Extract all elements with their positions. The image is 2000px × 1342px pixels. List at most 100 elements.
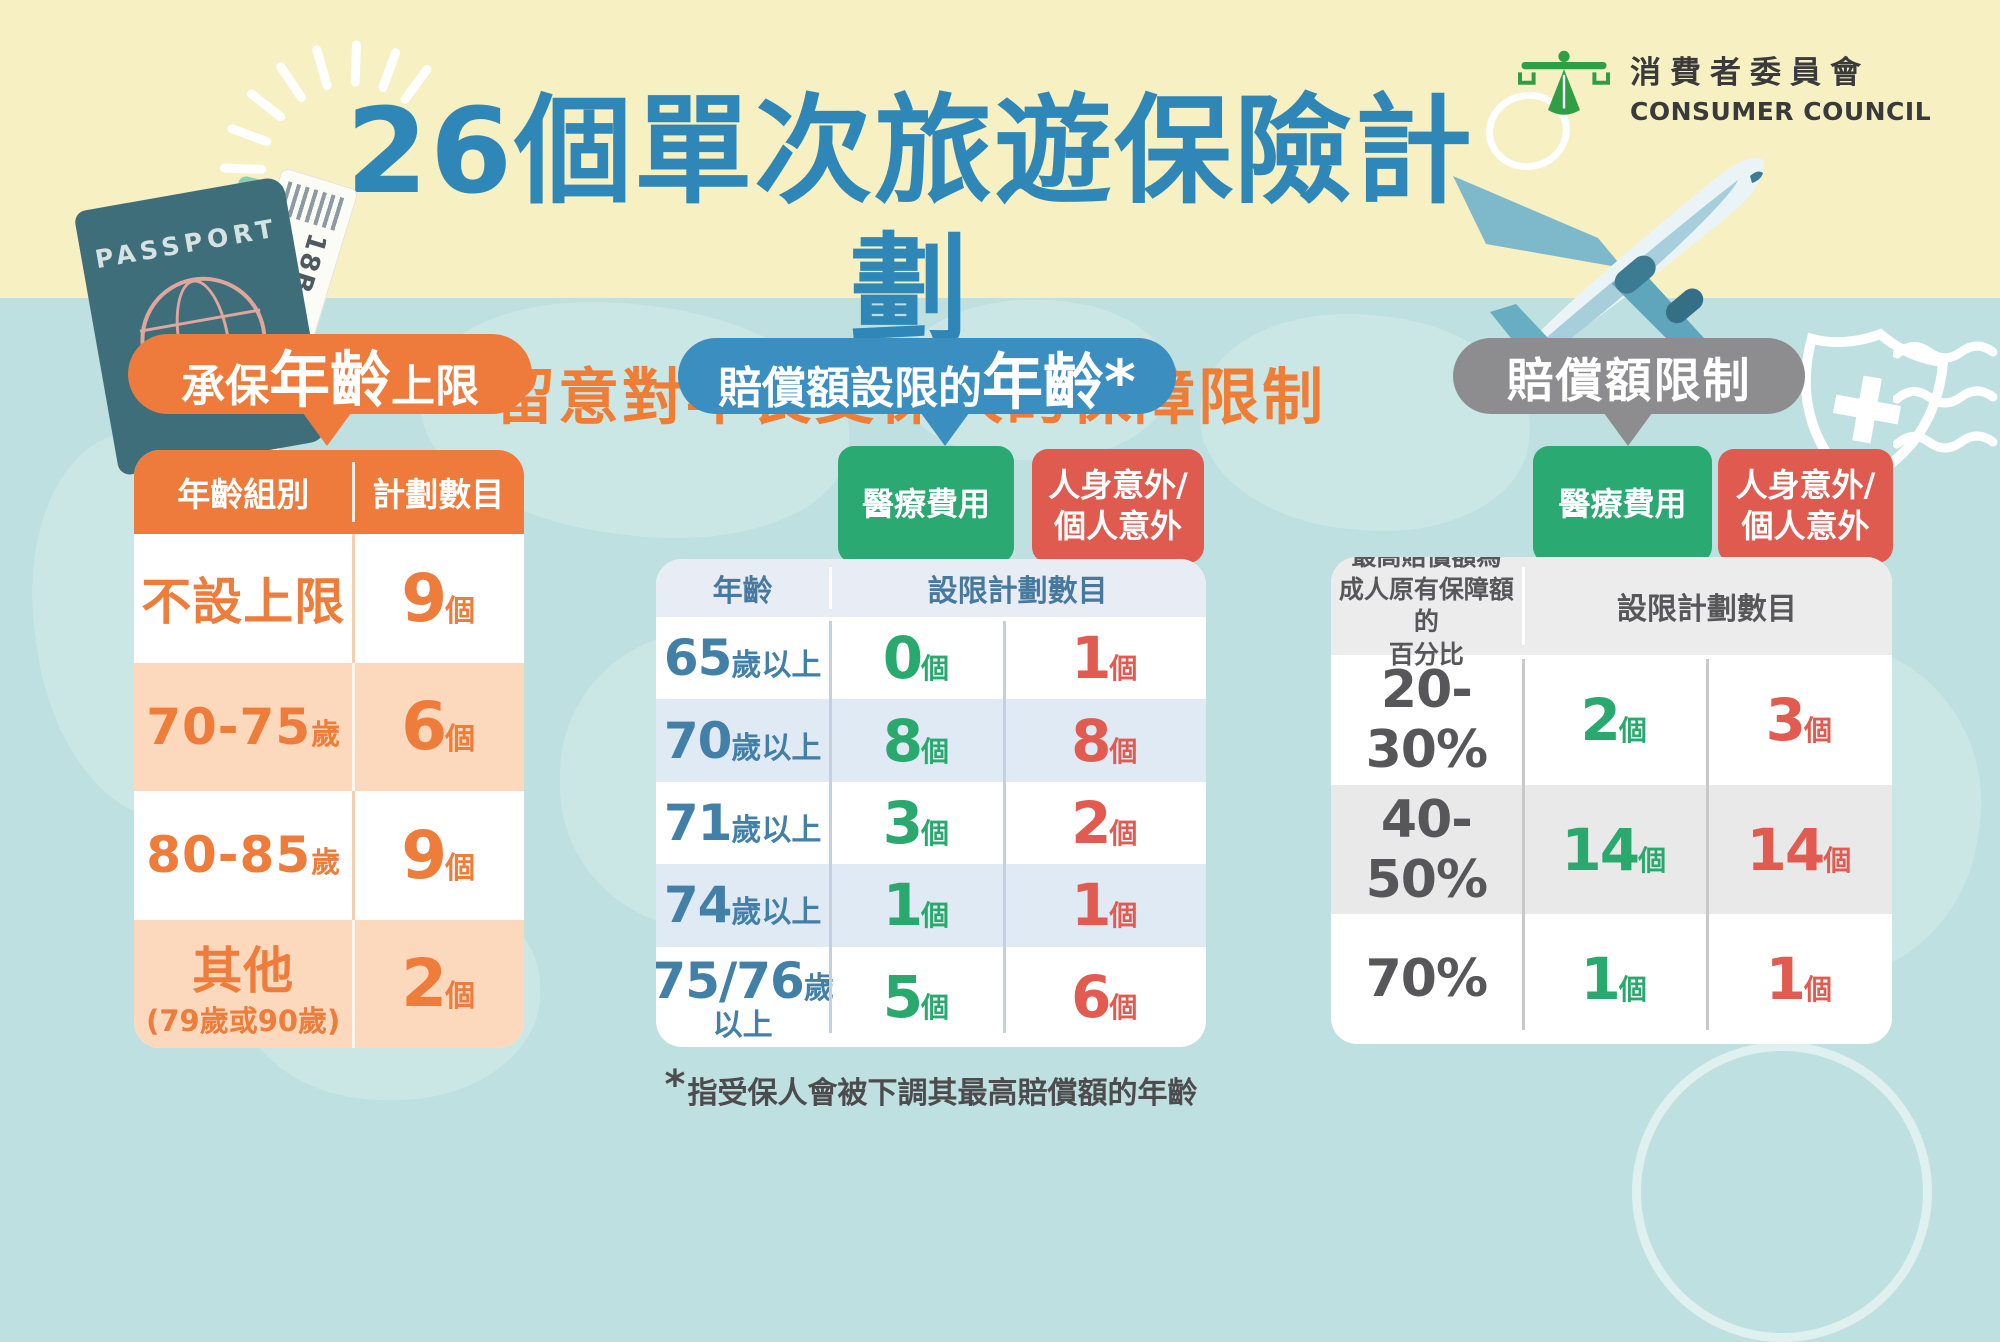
column-divider — [352, 462, 356, 522]
accident-count: 1 — [1071, 624, 1111, 693]
count-unit: 個 — [1618, 973, 1647, 1007]
header-line: 百分比 — [1388, 639, 1464, 669]
accident-count: 1 — [1765, 945, 1806, 1014]
tag-personal-accident: 人身意外/ 個人意外 — [1718, 449, 1893, 563]
count-unit: 個 — [921, 734, 950, 768]
column-divider — [1521, 567, 1525, 645]
tag-medical-expenses: 醫療費用 — [1533, 446, 1712, 563]
count-unit: 個 — [1823, 843, 1852, 877]
heading-text: 賠償額設限的 — [718, 362, 983, 414]
medical-count: 2 — [1580, 685, 1621, 754]
table-row: 40-50% 14 個 14 個 — [1331, 784, 1892, 915]
table-cap-amount: 最高賠償額為 成人原有保障額的 百分比 設限計劃數目 20-30% 2個 3個 … — [1331, 557, 1892, 1044]
tag-label: 人身意外/ — [1735, 466, 1876, 505]
accident-count: 8 — [1071, 706, 1111, 775]
age-value: 71 — [663, 793, 733, 852]
passport-label: PASSPORT — [92, 213, 281, 275]
column-header-capped-plans: 設限計劃數目 — [927, 574, 1108, 609]
tag-label: 個人意外 — [1741, 507, 1870, 545]
count-unit: 個 — [445, 593, 476, 629]
page-title: 26個單次旅遊保險計劃 — [345, 82, 1475, 360]
age-value: 65 — [663, 629, 733, 688]
tag-personal-accident: 人身意外/ 個人意外 — [1032, 449, 1204, 563]
count-unit: 個 — [921, 990, 950, 1024]
accident-count: 2 — [1071, 788, 1111, 857]
count-unit: 個 — [921, 899, 950, 933]
age-suffix: 歲 — [311, 716, 341, 751]
accident-count: 1 — [1071, 871, 1111, 940]
table-header: 最高賠償額為 成人原有保障額的 百分比 設限計劃數目 — [1331, 557, 1892, 669]
age-value: 74 — [663, 876, 733, 935]
count-unit: 個 — [921, 816, 950, 850]
count-unit: 個 — [921, 652, 950, 686]
age-group: 其他 — [192, 942, 295, 1001]
age-suffix: 歲以上 — [731, 812, 822, 848]
age-group: 70-75 — [146, 697, 312, 756]
medical-count: 5 — [882, 962, 923, 1031]
column-header-percentage: 最高賠償額為 成人原有保障額的 百分比 — [1331, 557, 1522, 669]
column-header-age: 年齡 — [712, 574, 773, 609]
heading-text-big: 年齡* — [982, 346, 1136, 418]
count-unit: 個 — [1109, 899, 1138, 933]
age-group: 不設上限 — [141, 573, 346, 632]
tag-label: 人身意外/ — [1048, 466, 1188, 505]
medical-count: 1 — [882, 871, 923, 940]
accident-count: 3 — [1765, 685, 1806, 754]
table-header: 年齡組別 計劃數目 — [134, 450, 524, 534]
column-header-capped-plans: 設限計劃數目 — [1616, 592, 1797, 627]
heading-text-big: 年齡 — [268, 344, 391, 416]
age-suffix: 歲 — [803, 971, 834, 1006]
bubble-tail — [1601, 409, 1655, 446]
consumer-council-logo: 消費者委員會 CONSUMER COUNCIL — [1512, 44, 1931, 128]
tag-label: 醫療費用 — [861, 485, 990, 524]
percentage-value: 40-50% — [1365, 789, 1488, 910]
header: 26個單次旅遊保險計劃 留意對年長受保人的保障限制 — [290, 82, 1530, 432]
age-value: 75/76 — [656, 952, 805, 1010]
plan-count: 2 — [401, 945, 447, 1023]
medical-count: 1 — [1580, 945, 1621, 1014]
plan-count: 9 — [401, 816, 447, 894]
age-suffix: 歲以上 — [731, 648, 822, 684]
age-group-note: (79歲或90歲) — [146, 1004, 341, 1039]
heading-text: 上限 — [391, 360, 479, 412]
footnote-text: 指受保人會被下調其最高賠償額的年齡 — [687, 1076, 1198, 1111]
count-unit: 個 — [445, 722, 476, 758]
medical-count: 8 — [882, 706, 923, 775]
medical-count: 14 — [1561, 815, 1640, 884]
medical-count: 3 — [882, 788, 923, 857]
heading-text: 賠償額限制 — [1506, 353, 1752, 409]
header-line: 成人原有保障額的 — [1338, 574, 1514, 637]
header-line: 最高賠償額為 — [1351, 557, 1501, 574]
sunray-decoration — [350, 40, 362, 87]
section-heading-age-limit: 承保 年齡 上限 — [128, 334, 532, 446]
plan-count: 6 — [401, 688, 447, 766]
curve-decoration — [1632, 1042, 1932, 1342]
percentage-value: 20-30% — [1365, 659, 1488, 780]
age-suffix: 歲以上 — [731, 730, 822, 766]
count-unit: 個 — [1804, 713, 1833, 747]
age-value: 70 — [663, 711, 733, 770]
age-suffix: 歲 — [311, 845, 341, 880]
percentage-value: 70% — [1365, 949, 1488, 1010]
tag-label: 個人意外 — [1053, 507, 1182, 545]
bubble-tail — [300, 409, 354, 446]
waves-decoration — [1893, 341, 1998, 453]
airplane-illustration — [1453, 157, 1765, 358]
count-unit: 個 — [445, 979, 476, 1015]
medical-count: 0 — [882, 624, 923, 693]
column-divider — [829, 567, 833, 609]
